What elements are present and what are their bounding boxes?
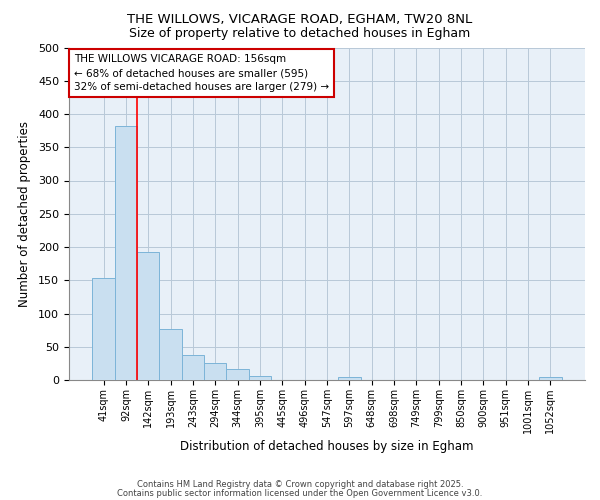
Text: THE WILLOWS, VICARAGE ROAD, EGHAM, TW20 8NL: THE WILLOWS, VICARAGE ROAD, EGHAM, TW20 … (127, 12, 473, 26)
Text: Contains public sector information licensed under the Open Government Licence v3: Contains public sector information licen… (118, 488, 482, 498)
Bar (226, 370, 249, 380)
Y-axis label: Number of detached properties: Number of detached properties (18, 120, 31, 306)
Text: Size of property relative to detached houses in Egham: Size of property relative to detached ho… (130, 28, 470, 40)
Bar (115, 126, 137, 380)
Bar (160, 329, 182, 380)
Bar (204, 364, 226, 380)
Bar (249, 376, 271, 380)
Bar (137, 252, 160, 380)
Bar (338, 376, 361, 380)
Bar (539, 376, 562, 380)
Text: THE WILLOWS VICARAGE ROAD: 156sqm
← 68% of detached houses are smaller (595)
32%: THE WILLOWS VICARAGE ROAD: 156sqm ← 68% … (74, 54, 329, 92)
Bar (92, 278, 115, 380)
X-axis label: Distribution of detached houses by size in Egham: Distribution of detached houses by size … (180, 440, 474, 453)
Bar (182, 354, 204, 380)
Text: Contains HM Land Registry data © Crown copyright and database right 2025.: Contains HM Land Registry data © Crown c… (137, 480, 463, 489)
